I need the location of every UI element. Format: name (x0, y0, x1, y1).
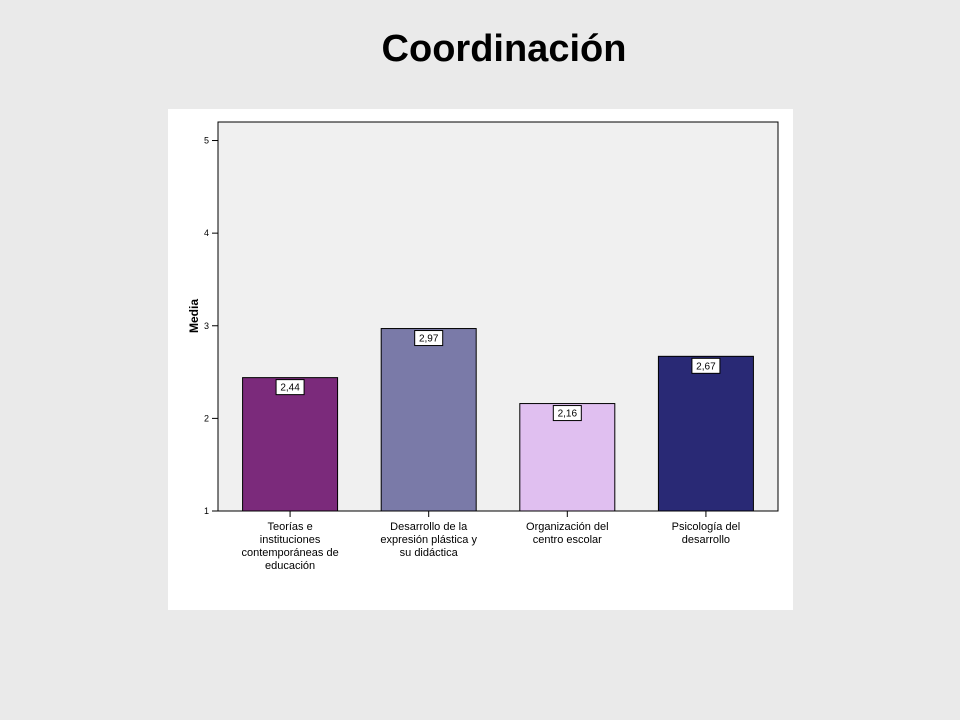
y-tick-label: 5 (204, 136, 209, 146)
bar (657, 355, 754, 512)
y-axis-title: Media (187, 299, 201, 333)
y-tick-label: 2 (204, 413, 209, 423)
x-axis: Teorías e instituciones contemporáneas de e… (241, 511, 740, 572)
y-tick-label: 1 (204, 506, 209, 516)
data-label: 2,97 (419, 334, 439, 345)
slide-title: Coordinación (381, 28, 627, 70)
x-tick-label: Organización del centro escolar (526, 521, 609, 546)
x-tick-label: Psicología del desarrollo (672, 521, 741, 546)
bar (380, 328, 477, 512)
y-tick-label: 4 (204, 228, 209, 238)
data-label: 2,67 (696, 361, 716, 372)
data-label-box (414, 330, 444, 347)
x-tick-label: Teorías e instituciones contemporáneas de e… (241, 521, 338, 572)
bar-chart: 1 2 3 4 5 2,44 2,97 2,16 2,67 Teorías e instituc… (187, 121, 779, 572)
bar (242, 377, 339, 512)
data-label-box (691, 357, 721, 374)
y-axis: 1 2 3 4 5 (204, 136, 218, 516)
data-label: 2,16 (558, 409, 578, 420)
data-label-box (552, 405, 582, 422)
bars: 2,44 2,97 2,16 2,67 (242, 328, 754, 512)
y-tick-label: 3 (204, 321, 209, 331)
data-label-box (275, 379, 305, 396)
chart-panel: 1 2 3 4 5 2,44 2,97 2,16 2,67 Teorías e instituc… (168, 109, 793, 610)
data-label: 2,44 (280, 383, 300, 394)
x-tick-label: Desarrollo de la expresión plástica y su d… (380, 521, 477, 559)
